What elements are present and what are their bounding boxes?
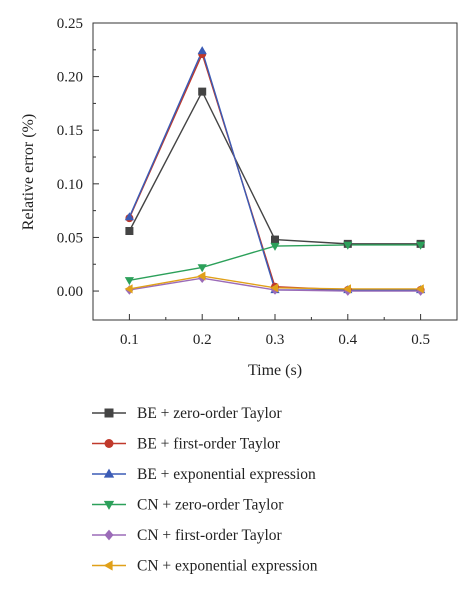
data-point [270, 283, 279, 293]
legend-item: BE + first-order Taylor [92, 436, 281, 453]
legend-item: CN + zero-order Taylor [92, 497, 284, 514]
legend-label: CN + zero-order Taylor [137, 497, 284, 514]
legend-item: CN + exponential expression [92, 558, 318, 575]
legend-marker [103, 500, 115, 510]
y-axis-ticks: 0.00 0.05 0.10 0.15 0.20 0.25 [57, 16, 99, 300]
legend-label: CN + exponential expression [137, 558, 318, 575]
data-point [343, 241, 353, 250]
legend-marker [103, 468, 115, 478]
y-tick-label: 0.20 [57, 70, 83, 86]
legend: BE + zero-order Taylor BE + first-order T… [92, 405, 318, 575]
y-tick-label: 0.10 [57, 177, 83, 193]
legend-label: BE + exponential expression [137, 466, 316, 483]
legend-label: BE + first-order Taylor [137, 436, 281, 453]
x-tick-label: 0.4 [338, 332, 357, 348]
data-point [416, 241, 426, 250]
data-point [271, 235, 279, 244]
series-line-2 [128, 52, 421, 291]
y-tick-label: 0.05 [57, 230, 83, 246]
data-point [198, 87, 207, 96]
data-point [197, 271, 206, 281]
x-tick-label: 0.3 [266, 332, 285, 348]
legend-item: CN + first-order Taylor [92, 527, 283, 544]
data-point [124, 212, 134, 221]
x-tick-label: 0.1 [120, 332, 139, 348]
series-lines [128, 48, 421, 292]
data-point [343, 284, 351, 294]
data-point [197, 46, 207, 55]
data-point [125, 227, 134, 236]
y-tick-label: 0.15 [57, 123, 83, 139]
data-point [124, 277, 134, 286]
series-line-3 [128, 48, 421, 291]
legend-marker [103, 560, 113, 571]
x-tick-label: 0.2 [193, 332, 212, 348]
legend-label: BE + zero-order Taylor [137, 405, 283, 422]
legend-marker [104, 529, 114, 541]
legend-item: BE + zero-order Taylor [92, 405, 283, 422]
legend-label: CN + first-order Taylor [137, 527, 283, 544]
y-tick-label: 0.25 [57, 16, 83, 32]
data-point [124, 284, 133, 294]
series-line-1 [128, 90, 421, 245]
series-markers [124, 46, 426, 296]
data-point [415, 284, 424, 294]
x-axis-ticks: 0.1 0.2 0.3 0.4 0.5 [120, 314, 430, 348]
data-point [270, 242, 280, 251]
legend-marker [104, 439, 114, 448]
y-axis-label: Relative error (%) [20, 114, 37, 230]
legend-item: BE + exponential expression [92, 466, 316, 483]
data-point [197, 264, 207, 273]
x-tick-label: 0.5 [411, 332, 430, 348]
legend-marker [104, 408, 114, 418]
y-tick-label: 0.00 [57, 284, 83, 300]
x-axis-label: Time (s) [248, 362, 302, 379]
plot-frame [92, 22, 458, 321]
